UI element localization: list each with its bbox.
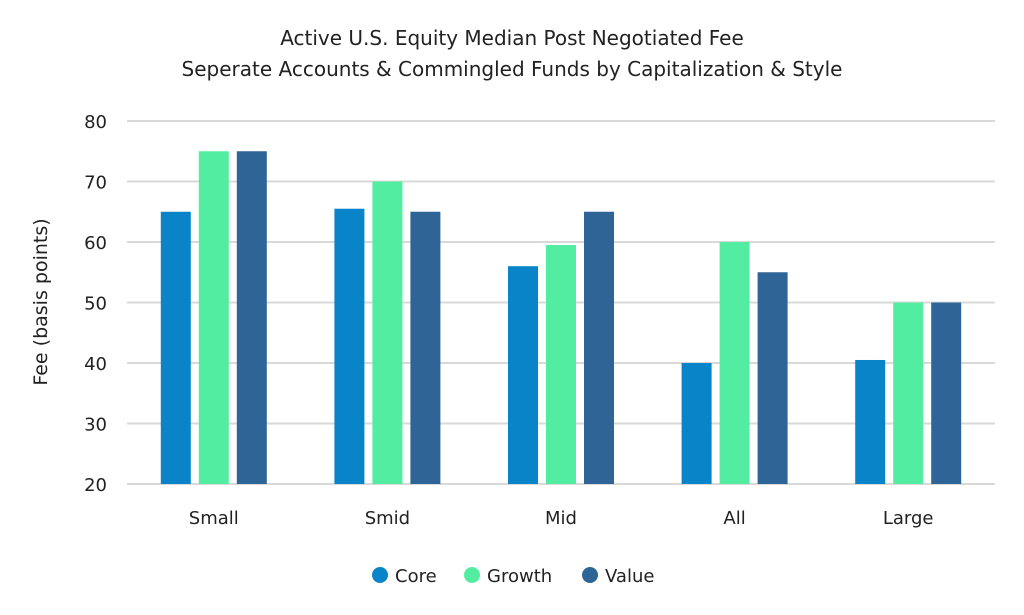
- legend-marker-core: [372, 567, 388, 583]
- y-tick-label: 20: [84, 475, 107, 496]
- chart-title-line-1: Active U.S. Equity Median Post Negotiate…: [280, 26, 744, 50]
- bar-growth-all: [719, 242, 750, 484]
- bar-value-all: [757, 272, 788, 484]
- x-tick-label: Small: [189, 508, 239, 529]
- x-tick-label: Large: [883, 508, 934, 529]
- bar-value-mid: [584, 211, 614, 484]
- bar-growth-mid: [546, 245, 576, 484]
- y-axis-label: Fee (basis points): [30, 218, 52, 385]
- y-tick-label: 80: [84, 112, 107, 133]
- legend-label-core: Core: [395, 566, 437, 587]
- legend-marker-growth: [464, 567, 480, 583]
- x-tick-label: Smid: [365, 508, 410, 529]
- bar-growth-small: [198, 151, 229, 484]
- bar-value-large: [931, 302, 962, 484]
- x-tick-label: Mid: [545, 508, 577, 529]
- y-tick-label: 50: [84, 294, 107, 315]
- bar-core-all: [681, 363, 712, 484]
- chart-title-line-2: Seperate Accounts & Commingled Funds by …: [182, 57, 843, 81]
- y-tick-label: 30: [84, 415, 107, 436]
- legend-label-value: Value: [605, 566, 654, 587]
- y-tick-label: 40: [84, 354, 107, 375]
- bar-core-smid: [334, 208, 365, 484]
- legend-marker-value: [582, 567, 598, 583]
- bar-core-large: [855, 359, 886, 484]
- bar-value-small: [236, 151, 267, 484]
- bar-core-small: [160, 211, 191, 484]
- legend-label-growth: Growth: [487, 566, 552, 587]
- y-tick-label: 70: [84, 173, 107, 194]
- bar-core-mid: [508, 266, 538, 484]
- y-tick-label: 60: [84, 233, 107, 254]
- x-tick-label: All: [723, 508, 745, 529]
- bar-growth-large: [893, 302, 924, 484]
- bar-value-smid: [410, 211, 441, 484]
- bar-growth-smid: [372, 181, 403, 484]
